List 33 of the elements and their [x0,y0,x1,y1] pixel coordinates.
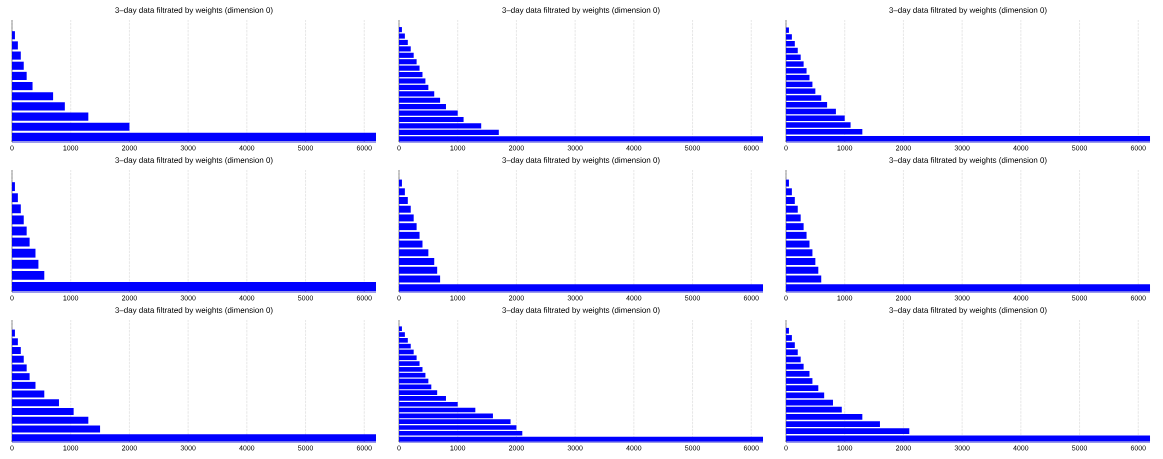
bar [786,258,816,265]
bar [12,237,30,247]
bar [12,408,74,415]
bar [12,381,36,389]
bar [12,248,36,258]
bar [12,112,89,121]
bar [12,82,33,91]
bar [786,223,804,231]
bar [12,102,65,111]
bar [12,347,21,354]
bar [786,47,798,54]
bar [12,122,130,131]
bar [399,258,435,265]
bar [786,231,807,239]
bar [12,41,18,50]
bar [12,61,24,70]
bar [12,71,27,80]
bar [12,270,45,280]
bar [12,373,30,381]
bar [12,226,27,236]
bar [12,51,21,60]
bar [12,182,15,192]
bar [12,215,24,225]
bar [399,231,420,239]
bar [399,197,408,204]
bar [786,197,795,204]
bar [12,259,39,269]
bar [12,92,54,101]
bar [12,31,15,40]
bar [12,193,18,203]
bar [786,108,836,115]
bar [12,204,21,214]
bar [399,223,417,231]
